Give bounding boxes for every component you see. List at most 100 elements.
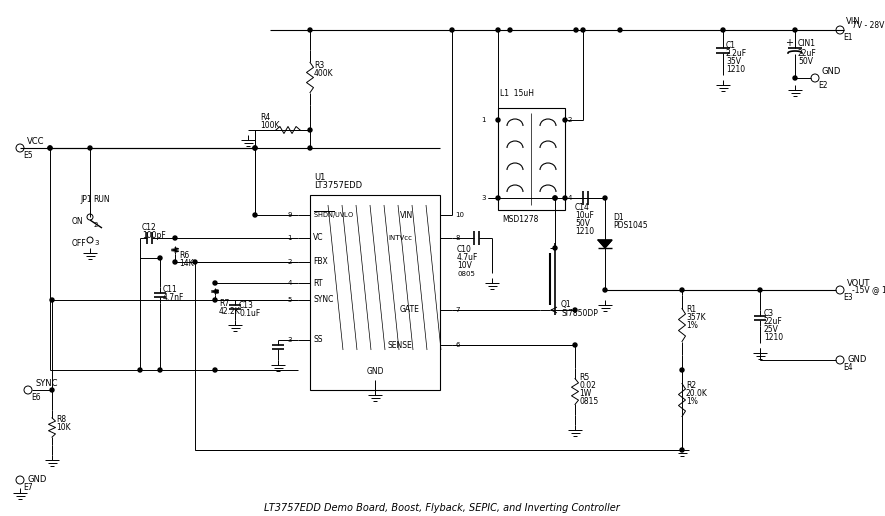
Text: 2: 2	[288, 259, 292, 265]
Text: +: +	[785, 38, 793, 48]
Text: 10: 10	[455, 212, 464, 218]
Text: R2: R2	[686, 380, 696, 390]
Text: VCC: VCC	[27, 137, 44, 147]
Circle shape	[450, 28, 454, 32]
Circle shape	[50, 388, 54, 392]
Text: R5: R5	[579, 374, 589, 382]
Text: PDS1045: PDS1045	[613, 221, 648, 231]
Text: 0805: 0805	[457, 271, 475, 277]
Circle shape	[793, 76, 797, 80]
Text: 7V - 28V: 7V - 28V	[852, 22, 884, 30]
Polygon shape	[598, 240, 612, 248]
Circle shape	[213, 368, 217, 372]
Text: MSD1278: MSD1278	[502, 216, 538, 224]
Circle shape	[553, 196, 557, 200]
Text: GATE: GATE	[400, 305, 419, 314]
Text: $\overline{\rm SHDN}$/UVLO: $\overline{\rm SHDN}$/UVLO	[313, 209, 354, 221]
Text: C3: C3	[764, 309, 774, 317]
Text: 10K: 10K	[56, 424, 71, 432]
Text: 10uF: 10uF	[575, 211, 594, 219]
Text: 100K: 100K	[260, 121, 280, 131]
Text: 50V: 50V	[798, 56, 813, 66]
Circle shape	[496, 28, 500, 32]
Text: E1: E1	[843, 33, 852, 41]
Circle shape	[253, 213, 257, 217]
Text: 3: 3	[94, 240, 98, 246]
Text: U1: U1	[314, 172, 326, 182]
Circle shape	[553, 246, 557, 250]
Text: 10V: 10V	[457, 262, 472, 270]
Text: 20.0K: 20.0K	[686, 389, 708, 397]
Text: GND: GND	[27, 476, 46, 485]
Circle shape	[253, 146, 257, 150]
Text: C10: C10	[457, 246, 472, 254]
Circle shape	[253, 146, 257, 150]
Circle shape	[308, 128, 312, 132]
Circle shape	[573, 343, 577, 347]
Circle shape	[603, 196, 607, 200]
Text: C1: C1	[726, 40, 736, 50]
Text: 22uF: 22uF	[764, 316, 782, 326]
Text: 4.7nF: 4.7nF	[163, 293, 184, 301]
Text: 7: 7	[455, 307, 459, 313]
Text: C14: C14	[575, 202, 590, 212]
Text: L1  15uH: L1 15uH	[500, 89, 534, 99]
Text: 35V: 35V	[726, 56, 741, 66]
Text: 1210: 1210	[575, 227, 594, 235]
Text: Si7850DP: Si7850DP	[561, 310, 598, 318]
Text: C13: C13	[239, 300, 254, 310]
Text: CIN1: CIN1	[798, 39, 816, 47]
Text: 400K: 400K	[314, 70, 334, 78]
Text: SENSE: SENSE	[388, 341, 412, 349]
Text: 3: 3	[288, 337, 292, 343]
Text: 357K: 357K	[686, 314, 705, 322]
Text: C12: C12	[142, 223, 157, 233]
Text: GND: GND	[821, 68, 841, 76]
Circle shape	[50, 298, 54, 302]
Text: 100pF: 100pF	[142, 231, 165, 239]
Circle shape	[158, 256, 162, 260]
Text: LT3757EDD: LT3757EDD	[314, 182, 362, 190]
Circle shape	[193, 260, 197, 264]
Text: 42.2K: 42.2K	[219, 307, 241, 315]
Circle shape	[618, 28, 622, 32]
Text: 4: 4	[288, 280, 292, 286]
Text: C11: C11	[163, 284, 178, 294]
Text: 9: 9	[288, 212, 292, 218]
Text: R8: R8	[56, 415, 66, 425]
Circle shape	[308, 28, 312, 32]
Circle shape	[48, 146, 52, 150]
Text: E6: E6	[31, 393, 41, 401]
Text: 4.7uF: 4.7uF	[457, 253, 479, 263]
Text: 1: 1	[288, 235, 292, 241]
Text: 1: 1	[481, 117, 486, 123]
Text: D1: D1	[613, 214, 624, 222]
Text: 1%: 1%	[686, 321, 698, 331]
Circle shape	[138, 368, 142, 372]
Text: 50V: 50V	[575, 218, 590, 228]
Text: VIN: VIN	[846, 18, 860, 26]
Text: R4: R4	[260, 114, 270, 122]
Circle shape	[574, 28, 578, 32]
Circle shape	[680, 448, 684, 452]
Text: RT: RT	[313, 279, 322, 287]
Text: R7: R7	[219, 298, 229, 308]
Text: 3: 3	[481, 195, 486, 201]
Circle shape	[158, 368, 162, 372]
Text: 2: 2	[568, 117, 573, 123]
Circle shape	[793, 28, 797, 32]
Text: JP1: JP1	[80, 196, 92, 204]
Text: 1210: 1210	[764, 332, 783, 342]
Text: VC: VC	[313, 234, 324, 243]
Text: E5: E5	[23, 151, 33, 159]
Circle shape	[721, 28, 725, 32]
Circle shape	[88, 146, 92, 150]
Bar	[310, 195, 440, 390]
Circle shape	[213, 281, 217, 285]
Circle shape	[173, 236, 177, 240]
Text: R6: R6	[179, 251, 189, 261]
Text: Q1: Q1	[561, 300, 572, 310]
Text: 1210: 1210	[726, 64, 745, 73]
Text: 6: 6	[455, 342, 459, 348]
Circle shape	[603, 288, 607, 292]
